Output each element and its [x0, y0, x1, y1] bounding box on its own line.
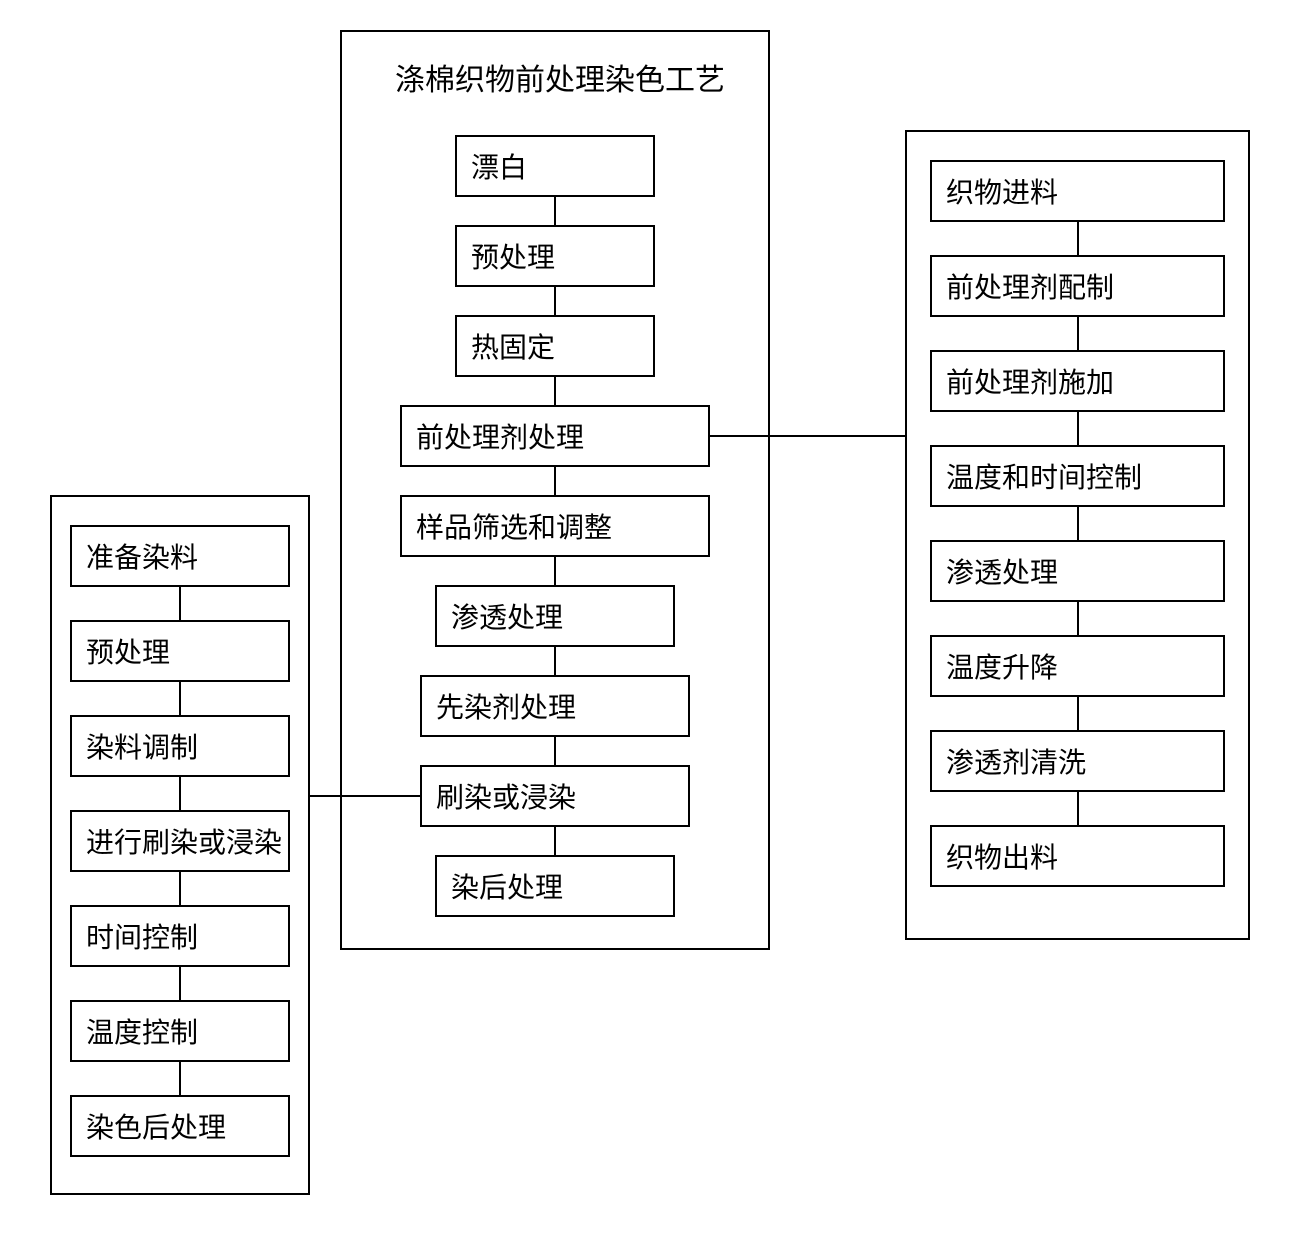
step-label-r6: 温度升降: [946, 646, 1058, 686]
step-r2: 前处理剂配制: [930, 255, 1225, 317]
step-l5: 时间控制: [70, 905, 290, 967]
step-label-l6: 温度控制: [86, 1011, 198, 1051]
connector-r2-down: [1077, 317, 1079, 350]
step-label-l4: 进行刷染或浸染: [86, 821, 282, 861]
step-l6: 温度控制: [70, 1000, 290, 1062]
step-c8: 刷染或浸染: [420, 765, 690, 827]
step-r1: 织物进料: [930, 160, 1225, 222]
connector-c2-down: [554, 287, 556, 315]
step-label-r5: 渗透处理: [946, 551, 1058, 591]
step-label-l3: 染料调制: [86, 726, 198, 766]
diagram-title: 涤棉织物前处理染色工艺: [380, 55, 740, 99]
connector-c7-down: [554, 737, 556, 765]
connector-l3-down: [179, 777, 181, 810]
step-c2: 预处理: [455, 225, 655, 287]
step-l7: 染色后处理: [70, 1095, 290, 1157]
step-label-c1: 漂白: [471, 146, 527, 186]
step-c5: 样品筛选和调整: [400, 495, 710, 557]
step-label-l2: 预处理: [86, 631, 170, 671]
connector-c5-down: [554, 557, 556, 585]
step-label-c9: 染后处理: [451, 866, 563, 906]
connector-l2-down: [179, 682, 181, 715]
step-label-c8: 刷染或浸染: [436, 776, 576, 816]
connector-c8-down: [554, 827, 556, 855]
step-r8: 织物出料: [930, 825, 1225, 887]
step-label-r1: 织物进料: [946, 171, 1058, 211]
step-c7: 先染剂处理: [420, 675, 690, 737]
step-c3: 热固定: [455, 315, 655, 377]
step-r6: 温度升降: [930, 635, 1225, 697]
connector-r1-down: [1077, 222, 1079, 255]
connector-c4-down: [554, 467, 556, 495]
connector-r7-down: [1077, 792, 1079, 825]
step-label-c4: 前处理剂处理: [416, 416, 584, 456]
step-label-c3: 热固定: [471, 326, 555, 366]
step-label-c2: 预处理: [471, 236, 555, 276]
step-r4: 温度和时间控制: [930, 445, 1225, 507]
diagram-canvas: 涤棉织物前处理染色工艺 漂白预处理热固定前处理剂处理样品筛选和调整渗透处理先染剂…: [0, 0, 1296, 1252]
step-label-c6: 渗透处理: [451, 596, 563, 636]
step-label-l1: 准备染料: [86, 536, 198, 576]
step-c1: 漂白: [455, 135, 655, 197]
step-l4: 进行刷染或浸染: [70, 810, 290, 872]
step-r7: 渗透剂清洗: [930, 730, 1225, 792]
connector-l6-down: [179, 1062, 181, 1095]
connector-l5-down: [179, 967, 181, 1000]
step-r3: 前处理剂施加: [930, 350, 1225, 412]
step-label-r3: 前处理剂施加: [946, 361, 1114, 401]
connector-c4-to-right-panel: [710, 435, 905, 437]
connector-r4-down: [1077, 507, 1079, 540]
step-label-r7: 渗透剂清洗: [946, 741, 1086, 781]
step-c4: 前处理剂处理: [400, 405, 710, 467]
step-label-c5: 样品筛选和调整: [416, 506, 612, 546]
connector-r6-down: [1077, 697, 1079, 730]
step-l1: 准备染料: [70, 525, 290, 587]
step-label-l5: 时间控制: [86, 916, 198, 956]
connector-r5-down: [1077, 602, 1079, 635]
step-l3: 染料调制: [70, 715, 290, 777]
connector-left-panel-to-c8: [310, 795, 420, 797]
step-l2: 预处理: [70, 620, 290, 682]
connector-c6-down: [554, 647, 556, 675]
connector-c3-down: [554, 377, 556, 405]
step-label-l7: 染色后处理: [86, 1106, 226, 1146]
step-r5: 渗透处理: [930, 540, 1225, 602]
connector-c1-down: [554, 197, 556, 225]
step-label-r8: 织物出料: [946, 836, 1058, 876]
step-label-r2: 前处理剂配制: [946, 266, 1114, 306]
step-c9: 染后处理: [435, 855, 675, 917]
connector-l1-down: [179, 587, 181, 620]
step-label-c7: 先染剂处理: [436, 686, 576, 726]
connector-r3-down: [1077, 412, 1079, 445]
connector-l4-down: [179, 872, 181, 905]
step-c6: 渗透处理: [435, 585, 675, 647]
step-label-r4: 温度和时间控制: [946, 456, 1142, 496]
